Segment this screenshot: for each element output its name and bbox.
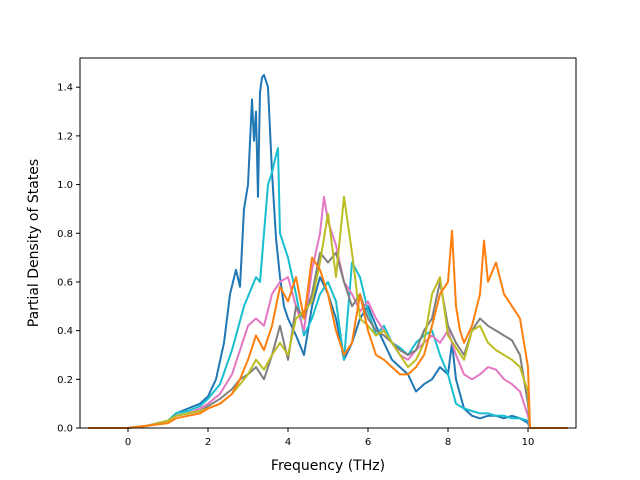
- y-tick-label: 0.8: [57, 229, 73, 240]
- x-axis-ticks: 0 2 4 6 8 10: [125, 428, 535, 448]
- x-tick-label: 2: [205, 437, 211, 448]
- y-tick-label: 1.4: [57, 83, 73, 94]
- y-axis-label: Partial Density of States: [26, 159, 42, 327]
- y-axis-ticks: 0.0 0.2 0.4 0.6 0.8 1.0 1.2 1.4: [57, 83, 80, 435]
- series-line-6: [88, 229, 568, 429]
- y-tick-label: 1.2: [57, 131, 73, 142]
- x-tick-label: 8: [445, 437, 451, 448]
- series-line-2: [88, 147, 568, 429]
- axes-frame: [79, 57, 577, 429]
- x-axis-label: Frequency (THz): [271, 458, 385, 474]
- x-tick-label: 4: [285, 437, 291, 448]
- x-tick-label: 10: [522, 437, 535, 448]
- y-tick-label: 0.4: [57, 326, 73, 337]
- series-line-4: [88, 251, 568, 429]
- series-line-1: [88, 74, 568, 429]
- y-tick-label: 1.0: [57, 180, 73, 191]
- x-tick-label: 0: [125, 437, 131, 448]
- series-line-3: [88, 195, 568, 429]
- x-tick-label: 6: [365, 437, 371, 448]
- y-tick-label: 0.6: [57, 277, 73, 288]
- y-tick-label: 0.0: [57, 424, 73, 435]
- y-tick-label: 0.2: [57, 375, 73, 386]
- series-lines: [88, 74, 568, 429]
